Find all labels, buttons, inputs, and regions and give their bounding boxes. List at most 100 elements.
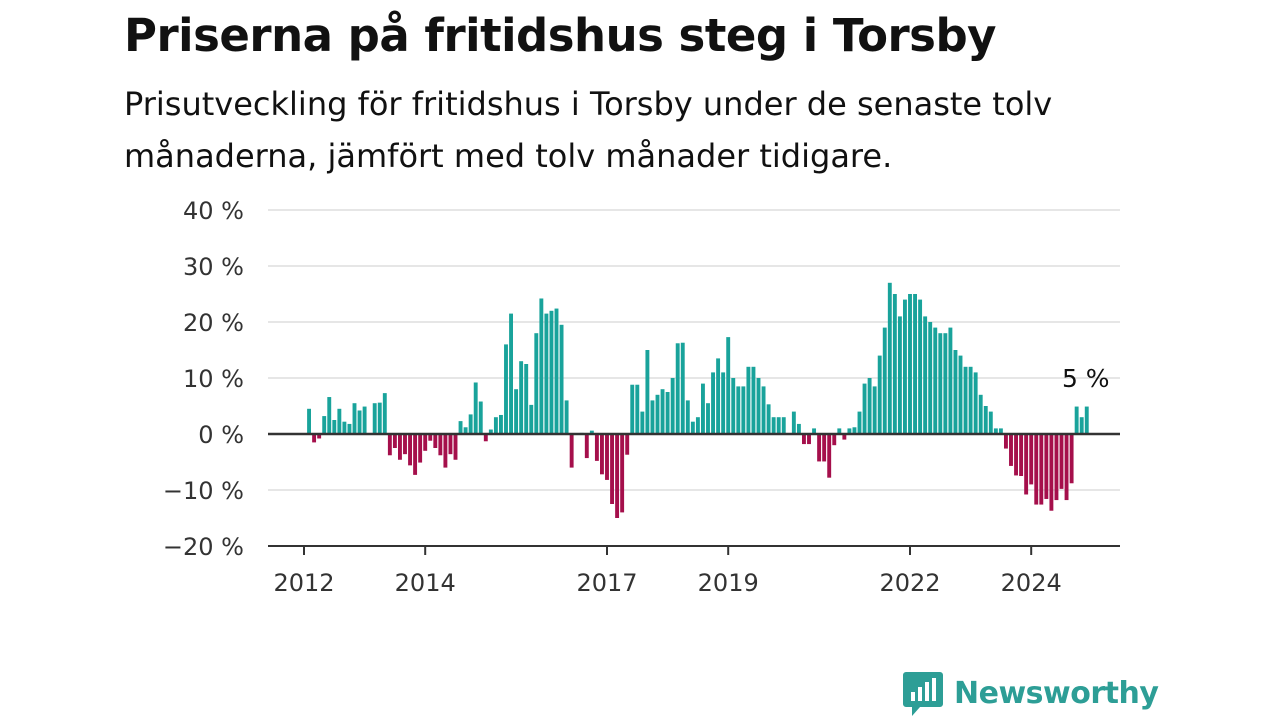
- bar: [1069, 434, 1074, 484]
- bar: [1019, 434, 1024, 476]
- bar: [908, 294, 912, 434]
- bar: [398, 434, 402, 460]
- bar: [1079, 417, 1084, 434]
- bar: [670, 378, 675, 434]
- y-tick-label: 0 %: [198, 421, 244, 449]
- bar: [842, 434, 847, 440]
- bar: [756, 378, 761, 434]
- bar: [650, 400, 655, 434]
- bar: [887, 282, 892, 434]
- bar: [741, 386, 746, 434]
- bar: [872, 386, 877, 434]
- bar: [312, 434, 317, 443]
- bar: [453, 434, 458, 460]
- y-tick-label: 40 %: [183, 197, 244, 225]
- bar: [569, 434, 574, 468]
- bar: [559, 324, 564, 434]
- bar: [781, 417, 786, 434]
- bars: [307, 282, 1089, 518]
- bar: [847, 428, 852, 434]
- bar: [701, 383, 705, 434]
- bar: [387, 434, 392, 456]
- bar: [978, 394, 983, 434]
- bar: [1059, 434, 1064, 489]
- bar: [751, 366, 756, 434]
- bar: [524, 364, 529, 434]
- bar: [1044, 434, 1049, 499]
- newsworthy-logo-icon: [903, 672, 943, 716]
- bar: [822, 434, 827, 462]
- bar: [892, 294, 897, 434]
- bar: [509, 313, 513, 434]
- bar: [837, 428, 842, 434]
- brand-name: Newsworthy: [954, 676, 1159, 711]
- bar: [392, 434, 397, 448]
- bar: [857, 411, 862, 434]
- bar: [337, 408, 342, 434]
- y-axis-ticks: 40 % 30 % 20 % 10 % 0 % −10 % −20 %: [163, 197, 244, 561]
- bar: [973, 372, 978, 434]
- bar: [923, 316, 928, 434]
- bar: [403, 434, 407, 455]
- bar: [776, 417, 781, 434]
- bar: [867, 378, 872, 434]
- bar: [716, 358, 721, 434]
- bar: [877, 355, 882, 434]
- bar: [589, 430, 594, 434]
- bar: [630, 384, 635, 434]
- bar: [357, 410, 362, 434]
- bar: [478, 401, 483, 434]
- bar: [655, 394, 660, 434]
- bar: [408, 434, 412, 466]
- bar: [726, 337, 731, 434]
- bar: [620, 434, 625, 513]
- y-tick-label: −10 %: [163, 477, 244, 505]
- bar: [382, 393, 387, 434]
- bar: [761, 386, 766, 434]
- bar: [731, 378, 736, 434]
- bar: [766, 404, 771, 434]
- bar: [413, 434, 418, 475]
- bar: [1004, 434, 1008, 449]
- bar: [695, 417, 700, 434]
- x-tick-label: 2019: [698, 569, 759, 597]
- bar: [791, 411, 796, 434]
- bar: [1029, 434, 1034, 485]
- bar: [549, 310, 554, 434]
- bar: [913, 294, 917, 434]
- bar: [352, 403, 357, 434]
- bar: [342, 421, 347, 434]
- bar: [1009, 434, 1013, 466]
- bar: [327, 397, 332, 434]
- bar: [488, 429, 493, 434]
- bar: [377, 402, 382, 434]
- bar: [796, 423, 801, 434]
- bar: [1049, 434, 1054, 511]
- y-tick-label: 30 %: [183, 253, 244, 281]
- bar: [958, 355, 963, 434]
- bar: [665, 392, 670, 434]
- bar: [943, 333, 948, 434]
- bar: [519, 361, 524, 434]
- bar: [504, 344, 508, 434]
- bar: [1014, 434, 1018, 476]
- bar: [640, 411, 645, 434]
- bar: [362, 406, 367, 434]
- bar: [615, 434, 620, 518]
- x-axis-ticks: 2012 2014 2017 2019 2022 2024: [273, 546, 1062, 597]
- bar: [1064, 434, 1069, 501]
- bar: [1074, 406, 1079, 434]
- bar: [817, 434, 822, 462]
- bar: [635, 384, 640, 434]
- bar: [600, 434, 604, 475]
- bar: [1034, 434, 1039, 505]
- bar: [529, 404, 534, 434]
- bar: [928, 322, 933, 434]
- bar: [903, 299, 907, 434]
- x-tick-label: 2017: [576, 569, 637, 597]
- bar: [736, 386, 741, 434]
- bar: [711, 372, 715, 434]
- bar: [534, 333, 539, 434]
- bar: [812, 428, 816, 434]
- bar: [660, 389, 665, 434]
